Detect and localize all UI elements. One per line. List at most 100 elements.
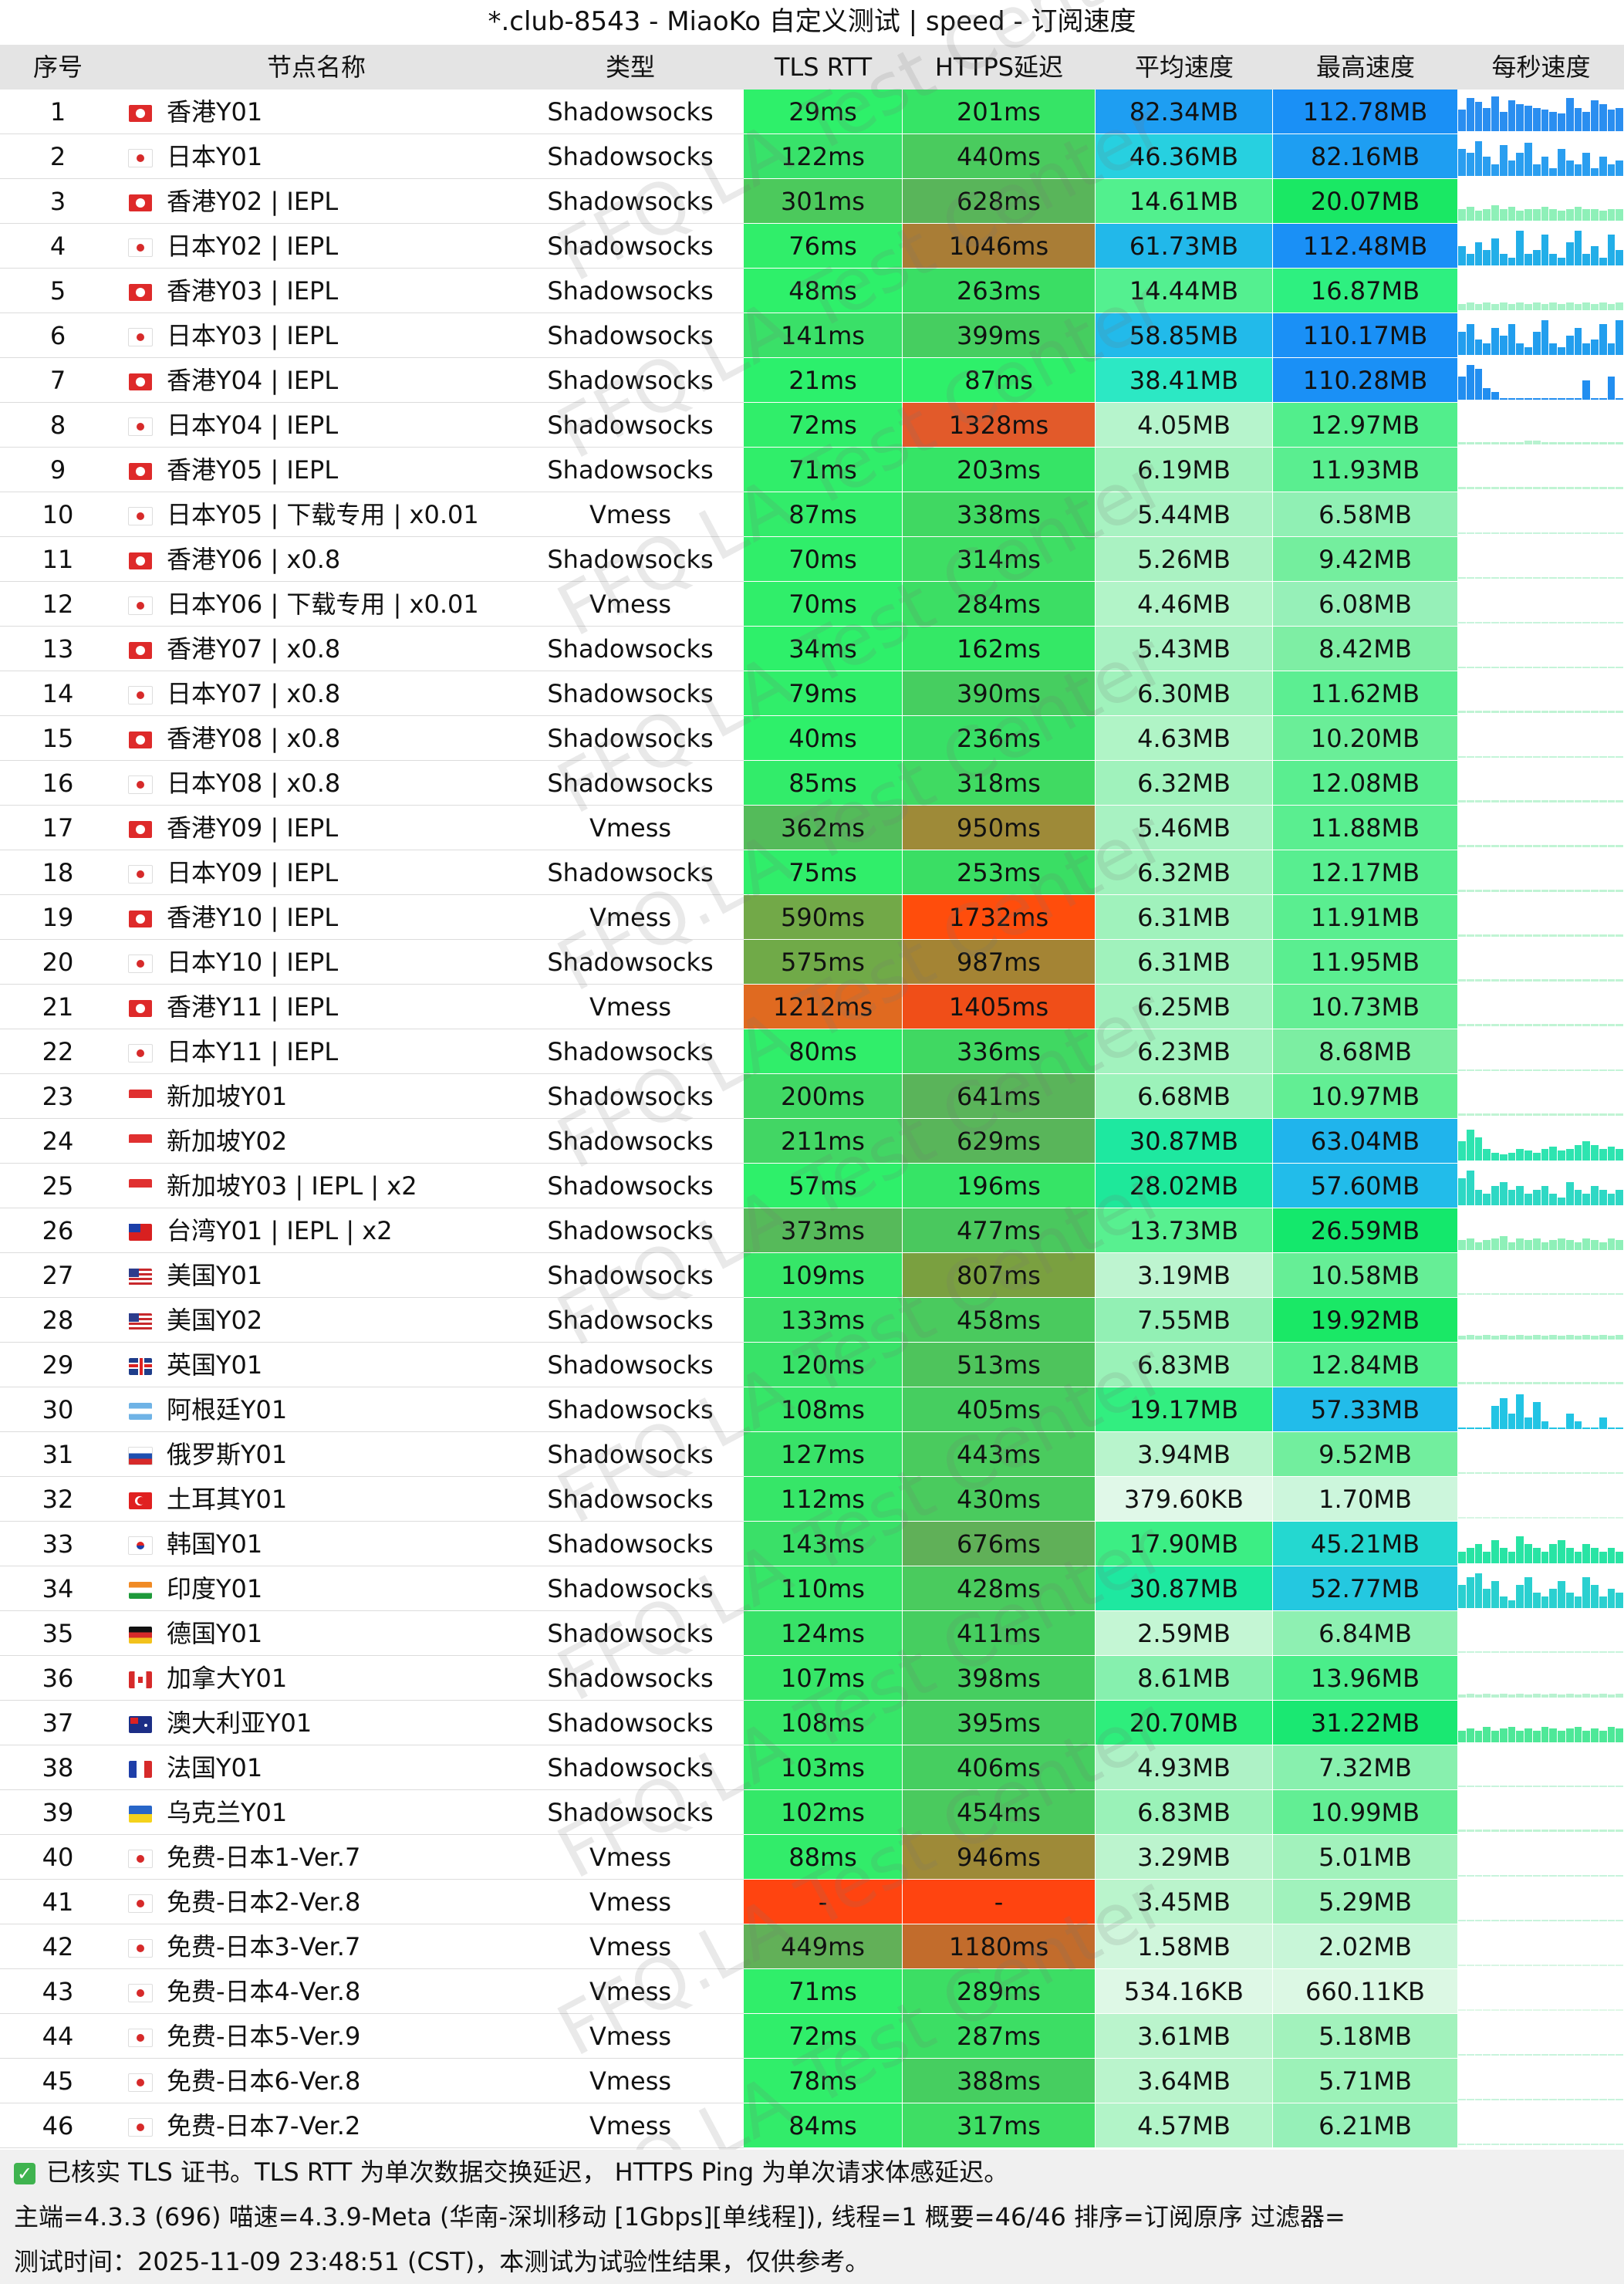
table-row[interactable]: 10 日本Y05 | 下载专用 | x0.01 Vmess 87ms 338ms 5.44… bbox=[0, 492, 1624, 537]
per-second-speed-sparkline bbox=[1458, 134, 1624, 179]
table-row[interactable]: 12 日本Y06 | 下载专用 | x0.01 Vmess 70ms 284ms 4.46… bbox=[0, 582, 1624, 627]
table-row[interactable]: 2 日本Y01 Shadowsocks 122ms 440ms 46.36MB 82.16M… bbox=[0, 134, 1624, 179]
table-row[interactable]: 14 日本Y07 | x0.8 Shadowsocks 79ms 390ms 6.30MB… bbox=[0, 671, 1624, 716]
table-row[interactable]: 40 免费-日本1-Ver.7 Vmess 88ms 946ms 3.29MB 5.01MB bbox=[0, 1835, 1624, 1880]
table-row[interactable]: 3 香港Y02 | IEPL Shadowsocks 301ms 628ms 14.61M… bbox=[0, 179, 1624, 224]
table-row[interactable]: 9 香港Y05 | IEPL Shadowsocks 71ms 203ms 6.19MB 1… bbox=[0, 448, 1624, 492]
sparkline-bar bbox=[1491, 487, 1499, 489]
table-row[interactable]: 21 香港Y11 | IEPL Vmess 1212ms 1405ms 6.25MB 10.… bbox=[0, 985, 1624, 1029]
sparkline-bar bbox=[1516, 343, 1524, 355]
table-row[interactable]: 26 台湾Y01 | IEPL | x2 Shadowsocks 373ms 477ms… bbox=[0, 1208, 1624, 1253]
sparkline-bar bbox=[1474, 890, 1483, 892]
sparkline-bar bbox=[1508, 667, 1516, 668]
table-row[interactable]: 46 免费-日本7-Ver.2 Vmess 84ms 317ms 4.57MB 6.21MB bbox=[0, 2103, 1624, 2148]
table-row[interactable]: 31 俄罗斯Y01 Shadowsocks 127ms 443ms 3.94MB 9.52M… bbox=[0, 1432, 1624, 1477]
avg-speed-cell: 17.90MB bbox=[1096, 1522, 1273, 1566]
sparkline-bar bbox=[1558, 1920, 1565, 1921]
sparkline-bar bbox=[1565, 1694, 1574, 1698]
row-index: 38 bbox=[42, 1753, 74, 1782]
table-row[interactable]: 8 日本Y04 | IEPL Shadowsocks 72ms 1328ms 4.05MB… bbox=[0, 403, 1624, 448]
sparkline-bar bbox=[1524, 1194, 1532, 1205]
header-avg-speed[interactable]: 平均速度 bbox=[1134, 52, 1234, 82]
table-row[interactable]: 43 免费-日本4-Ver.8 Vmess 71ms 289ms 534.16KB 660.… bbox=[0, 1969, 1624, 2014]
table-row[interactable]: 13 香港Y07 | x0.8 Shadowsocks 34ms 162ms 5.43MB… bbox=[0, 627, 1624, 671]
table-row[interactable]: 27 美国Y01 Shadowsocks 109ms 807ms 3.19MB 10.58M… bbox=[0, 1253, 1624, 1298]
flag-jp-icon bbox=[127, 1029, 154, 1074]
header-max-speed[interactable]: 最高速度 bbox=[1315, 52, 1415, 82]
sparkline-bar bbox=[1549, 1069, 1557, 1071]
flag-hk-icon bbox=[127, 895, 154, 940]
table-row[interactable]: 5 香港Y03 | IEPL Shadowsocks 48ms 263ms 14.44MB… bbox=[0, 269, 1624, 313]
sparkline-bar bbox=[1483, 1149, 1491, 1161]
sparkline-bar bbox=[1474, 340, 1483, 355]
table-row[interactable]: 33 韩国Y01 Shadowsocks 143ms 676ms 17.90MB 45.21… bbox=[0, 1522, 1624, 1566]
table-row[interactable]: 23 新加坡Y01 Shadowsocks 200ms 641ms 6.68MB 10.97… bbox=[0, 1074, 1624, 1119]
table-row[interactable]: 6 日本Y03 | IEPL Shadowsocks 141ms 399ms 58.85M… bbox=[0, 313, 1624, 358]
sparkline-bar bbox=[1607, 1651, 1616, 1653]
table-row[interactable]: 34 印度Y01 Shadowsocks 110ms 428ms 30.87MB 52.77… bbox=[0, 1566, 1624, 1611]
table-row[interactable]: 18 日本Y09 | IEPL Shadowsocks 75ms 253ms 6.32MB… bbox=[0, 850, 1624, 895]
header-node-name[interactable]: 节点名称 bbox=[266, 52, 366, 82]
sparkline-bar bbox=[1599, 1875, 1607, 1877]
max-speed-cell: 112.78MB bbox=[1273, 90, 1458, 134]
sparkline-bar bbox=[1532, 1293, 1541, 1295]
sparkline-bar bbox=[1558, 1731, 1565, 1742]
https-latency-cell: 236ms bbox=[903, 716, 1096, 761]
sparkline-bar bbox=[1474, 756, 1483, 758]
table-row[interactable]: 38 法国Y01 Shadowsocks 103ms 406ms 4.93MB 7.32MB bbox=[0, 1745, 1624, 1790]
sparkline-bar bbox=[1541, 934, 1549, 937]
row-divider bbox=[0, 984, 744, 985]
table-row[interactable]: 25 新加坡Y03 | IEPL | x2 Shadowsocks 57ms 196ms… bbox=[0, 1164, 1624, 1208]
table-row[interactable]: 1 香港Y01 Shadowsocks 29ms 201ms 82.34MB 112.78M… bbox=[0, 90, 1624, 134]
sparkline-bar bbox=[1591, 1728, 1599, 1742]
table-row[interactable]: 29 英国Y01 Shadowsocks 120ms 513ms 6.83MB 12.84M… bbox=[0, 1343, 1624, 1387]
header-tls-rtt[interactable]: TLS RTT bbox=[774, 52, 873, 82]
table-row[interactable]: 16 日本Y08 | x0.8 Shadowsocks 85ms 318ms 6.32MB… bbox=[0, 761, 1624, 806]
table-row[interactable]: 37 澳大利亚Y01 Shadowsocks 108ms 395ms 20.70MB 31.… bbox=[0, 1701, 1624, 1745]
table-row[interactable]: 35 德国Y01 Shadowsocks 124ms 411ms 2.59MB 6.84MB bbox=[0, 1611, 1624, 1656]
tls-rtt-cell: 71ms bbox=[744, 1969, 903, 2014]
table-row[interactable]: 41 免费-日本2-Ver.8 Vmess - -3.45MB 5.29MB bbox=[0, 1880, 1624, 1924]
table-row[interactable]: 39 乌克兰Y01 Shadowsocks 102ms 454ms 6.83MB 10.99… bbox=[0, 1790, 1624, 1835]
row-divider bbox=[0, 1342, 744, 1343]
table-row[interactable]: 36 加拿大Y01 Shadowsocks 107ms 398ms 8.61MB 13.96… bbox=[0, 1656, 1624, 1701]
node-type: Vmess bbox=[589, 1843, 672, 1872]
sparkline-bar bbox=[1591, 487, 1599, 489]
flag-jp-icon bbox=[127, 2014, 154, 2059]
table-row[interactable]: 44 免费-日本5-Ver.9 Vmess 72ms 287ms 3.61MB 5.18MB bbox=[0, 2014, 1624, 2059]
sparkline-bar bbox=[1516, 1113, 1524, 1116]
sparkline-bar bbox=[1591, 2009, 1599, 2011]
sparkline-bar bbox=[1591, 1024, 1599, 1026]
table-row[interactable]: 17 香港Y09 | IEPL Vmess 362ms 950ms 5.46MB 11.88… bbox=[0, 806, 1624, 850]
table-row[interactable]: 7 香港Y04 | IEPL Shadowsocks 21ms 87ms 38.41MB 1… bbox=[0, 358, 1624, 403]
table-row[interactable]: 11 香港Y06 | x0.8 Shadowsocks 70ms 314ms 5.26MB… bbox=[0, 537, 1624, 582]
node-name: 日本Y02 | IEPL bbox=[167, 231, 339, 261]
table-row[interactable]: 30 阿根廷Y01 Shadowsocks 108ms 405ms 19.17MB 57.3… bbox=[0, 1387, 1624, 1432]
per-second-speed-sparkline bbox=[1458, 1566, 1624, 1611]
header-per-second-speed[interactable]: 每秒速度 bbox=[1491, 52, 1591, 82]
table-row[interactable]: 15 香港Y08 | x0.8 Shadowsocks 40ms 236ms 4.63MB… bbox=[0, 716, 1624, 761]
sparkline-bar bbox=[1483, 800, 1491, 802]
table-row[interactable]: 32 土耳其Y01 Shadowsocks 112ms 430ms 379.60KB 1.7… bbox=[0, 1477, 1624, 1522]
node-name: 日本Y07 | x0.8 bbox=[167, 679, 341, 708]
table-row[interactable]: 19 香港Y10 | IEPL Vmess 590ms 1732ms 6.31MB 11.9… bbox=[0, 895, 1624, 940]
header-index[interactable]: 序号 bbox=[32, 52, 83, 82]
node-name: 日本Y10 | IEPL bbox=[167, 948, 339, 977]
table-row[interactable]: 20 日本Y10 | IEPL Shadowsocks 575ms 987ms 6.31M… bbox=[0, 940, 1624, 985]
sparkline-bar bbox=[1607, 1920, 1616, 1921]
header-https-latency[interactable]: HTTPS延迟 bbox=[934, 52, 1064, 82]
node-type: Shadowsocks bbox=[547, 97, 714, 127]
table-row[interactable]: 4 日本Y02 | IEPL Shadowsocks 76ms 1046ms 61.73M… bbox=[0, 224, 1624, 269]
sparkline-bar bbox=[1541, 1382, 1549, 1384]
tls-rtt-cell: 75ms bbox=[744, 850, 903, 895]
node-name: 香港Y06 | x0.8 bbox=[167, 545, 341, 574]
header-type[interactable]: 类型 bbox=[605, 52, 655, 82]
sparkline-bar bbox=[1574, 1786, 1582, 1787]
table-row[interactable]: 24 新加坡Y02 Shadowsocks 211ms 629ms 30.87MB 63.0… bbox=[0, 1119, 1624, 1164]
table-row[interactable]: 28 美国Y02 Shadowsocks 133ms 458ms 7.55MB 19.92M… bbox=[0, 1298, 1624, 1343]
table-row[interactable]: 42 免费-日本3-Ver.7 Vmess 449ms 1180ms 1.58MB 2.02… bbox=[0, 1924, 1624, 1969]
flag-jp-icon bbox=[127, 1969, 154, 2014]
sparkline-bar bbox=[1516, 979, 1524, 982]
table-row[interactable]: 22 日本Y11 | IEPL Shadowsocks 80ms 336ms 6.23MB… bbox=[0, 1029, 1624, 1074]
table-row[interactable]: 45 免费-日本6-Ver.8 Vmess 78ms 388ms 3.64MB 5.71MB bbox=[0, 2059, 1624, 2103]
